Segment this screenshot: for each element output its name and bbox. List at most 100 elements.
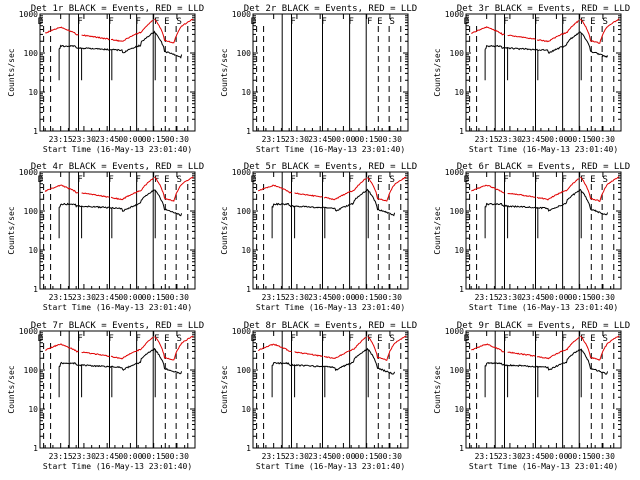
plot-frame xyxy=(252,330,409,449)
plot-frame xyxy=(465,171,622,290)
event-marker: D xyxy=(464,175,469,185)
x-tick-label: 00:30 xyxy=(378,135,402,144)
y-tick-label: 1 xyxy=(33,285,38,294)
event-marker: F xyxy=(367,17,372,27)
panel-title: Det 7r BLACK = Events, RED = LLD xyxy=(31,321,204,331)
y-tick-label: 100 xyxy=(24,49,39,58)
event-marker: E xyxy=(164,17,169,27)
y-tick-label: 1 xyxy=(246,127,251,136)
y-axis-label: Counts/sec xyxy=(220,48,229,96)
x-axis-label: Start Time (16-May-13 23:01:40) xyxy=(256,145,405,154)
x-tick-label: 23:45 xyxy=(95,293,119,302)
event-marker: F xyxy=(108,17,113,27)
y-tick-label: 100 xyxy=(450,49,465,58)
event-marker: F xyxy=(290,334,295,344)
event-marker: F xyxy=(534,175,539,185)
x-tick-label: 00:00 xyxy=(118,135,142,144)
y-tick-label: 1000 xyxy=(19,10,38,19)
plot-frame xyxy=(39,13,196,132)
x-axis-label: Start Time (16-May-13 23:01:40) xyxy=(469,462,618,471)
y-axis-label: Counts/sec xyxy=(433,206,442,254)
y-tick-label: 1000 xyxy=(19,168,38,177)
x-axis-label: Start Time (16-May-13 23:01:40) xyxy=(43,462,192,471)
event-marker: F xyxy=(534,17,539,27)
x-tick-label: 00:15 xyxy=(142,135,166,144)
event-marker: D xyxy=(464,334,469,344)
x-tick-label: 23:45 xyxy=(308,135,332,144)
y-tick-label: 10 xyxy=(28,246,38,255)
y-tick-label: 1 xyxy=(33,127,38,136)
event-marker: D xyxy=(464,17,469,27)
x-tick-label: 23:45 xyxy=(308,452,332,461)
y-tick-label: 100 xyxy=(237,49,252,58)
event-marker: E xyxy=(377,175,382,185)
x-tick-label: 23:15 xyxy=(475,452,499,461)
x-tick-label: 23:30 xyxy=(72,135,96,144)
event-marker: D xyxy=(38,334,43,344)
event-marker: F xyxy=(77,334,82,344)
panel-title: Det 4r BLACK = Events, RED = LLD xyxy=(31,162,204,172)
x-tick-label: 23:15 xyxy=(49,293,73,302)
event-marker: E xyxy=(377,17,382,27)
lld-series-line xyxy=(257,176,407,202)
events-series-line xyxy=(484,348,609,375)
events-series-line xyxy=(59,30,183,59)
event-marker: F xyxy=(321,175,326,185)
panel-title: Det 5r BLACK = Events, RED = LLD xyxy=(244,162,417,172)
event-marker: S xyxy=(177,175,182,185)
x-tick-label: 00:00 xyxy=(544,135,568,144)
x-tick-label: 00:00 xyxy=(118,452,142,461)
events-series-line xyxy=(272,347,396,375)
event-marker: F xyxy=(534,334,539,344)
x-tick-label: 00:15 xyxy=(568,293,592,302)
event-marker: S xyxy=(177,334,182,344)
event-marker: F xyxy=(108,175,113,185)
y-tick-label: 1000 xyxy=(445,10,464,19)
event-marker: E xyxy=(590,334,595,344)
x-tick-label: 23:15 xyxy=(475,135,499,144)
detector-panel-9: Det 9r BLACK = Events, RED = LLD 1 10 100 10… xyxy=(433,321,630,471)
events-series-line xyxy=(58,189,183,217)
x-tick-label: 23:30 xyxy=(72,452,96,461)
x-tick-label: 00:00 xyxy=(544,452,568,461)
x-tick-label: 00:15 xyxy=(355,293,379,302)
event-marker: F xyxy=(348,334,353,344)
plot-frame xyxy=(39,171,196,290)
event-marker: F xyxy=(108,334,113,344)
y-tick-label: 10 xyxy=(454,246,464,255)
y-tick-label: 1000 xyxy=(445,168,464,177)
x-tick-label: 23:15 xyxy=(262,452,286,461)
x-axis-label: Start Time (16-May-13 23:01:40) xyxy=(43,145,192,154)
x-tick-label: 23:45 xyxy=(521,452,545,461)
lld-series-line xyxy=(45,18,194,44)
y-tick-label: 10 xyxy=(241,405,251,414)
y-tick-label: 10 xyxy=(241,88,251,97)
event-marker: D xyxy=(251,17,256,27)
x-tick-label: 00:30 xyxy=(378,293,402,302)
event-marker: F xyxy=(561,175,566,185)
panel-title: Det 8r BLACK = Events, RED = LLD xyxy=(244,321,417,331)
x-tick-label: 23:15 xyxy=(262,293,286,302)
event-marker: S xyxy=(603,175,608,185)
panel-title: Det 6r BLACK = Events, RED = LLD xyxy=(457,162,630,172)
y-tick-label: 1000 xyxy=(445,327,464,336)
event-marker: F xyxy=(135,175,140,185)
event-marker: F xyxy=(348,175,353,185)
x-tick-label: 00:00 xyxy=(118,293,142,302)
y-axis-label: Counts/sec xyxy=(433,48,442,96)
detector-panel-8: Det 8r BLACK = Events, RED = LLD 1 10 100 10… xyxy=(220,321,417,471)
x-tick-label: 00:30 xyxy=(591,452,615,461)
plot-frame xyxy=(465,13,622,132)
y-tick-label: 1 xyxy=(246,444,251,453)
y-axis-label: Counts/sec xyxy=(433,365,442,413)
detector-panel-7: Det 7r BLACK = Events, RED = LLD 1 10 100 10… xyxy=(7,321,204,471)
x-axis-label: Start Time (16-May-13 23:01:40) xyxy=(469,303,618,312)
y-tick-label: 100 xyxy=(24,366,39,375)
plot-frame xyxy=(465,330,622,449)
y-axis-label: Counts/sec xyxy=(220,206,229,254)
x-tick-label: 00:30 xyxy=(591,135,615,144)
event-marker: E xyxy=(377,334,382,344)
detector-panel-3: Det 3r BLACK = Events, RED = LLD 1 10 100 10… xyxy=(433,4,630,154)
x-tick-label: 00:30 xyxy=(165,293,189,302)
x-tick-label: 00:15 xyxy=(142,293,166,302)
